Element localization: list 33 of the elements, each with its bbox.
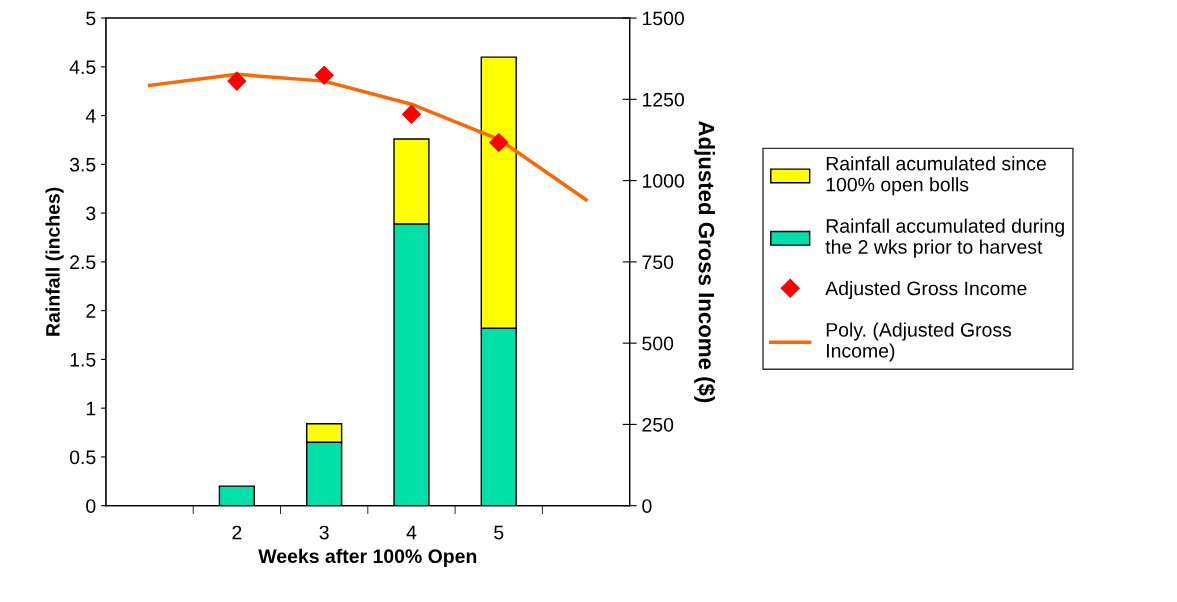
x-tick-label: 5 — [494, 525, 504, 540]
x-tick-label: 2 — [232, 525, 242, 540]
x-tick-label: 3 — [319, 525, 329, 540]
y-axis-title: Rainfall (inches) — [45, 187, 64, 336]
point — [314, 65, 334, 85]
y-tick-label: 4.5 — [69, 60, 96, 75]
point — [401, 104, 421, 124]
legend-label: Adjusted Gross Income — [825, 281, 1027, 300]
legend-label: Poly. (Adjusted Gross Income) — [826, 322, 1012, 362]
y2-tick-label: 1500 — [642, 11, 684, 26]
legend-label: Rainfall acumulated since 100% open bolls — [826, 156, 1046, 196]
y2-tick-label: 0 — [642, 499, 652, 513]
y-tick-label: 5 — [86, 11, 96, 26]
y-tick-label: 0.5 — [69, 450, 96, 465]
y-tick-label: 1 — [86, 401, 96, 416]
y2-tick-label: 1250 — [642, 92, 684, 107]
y2-tick-label: 250 — [642, 417, 674, 432]
point — [227, 71, 247, 91]
y-tick-label: 2.5 — [70, 255, 96, 270]
y-tick-label: 0 — [86, 499, 96, 513]
y2-axis-title: Adjusted Gross Income ($) — [694, 121, 716, 403]
legend-label: Rainfall accumulated during the 2 wks prior to harvest — [825, 218, 1064, 258]
y2-tick-label: 1000 — [642, 174, 684, 188]
y-tick-label: 2 — [86, 304, 96, 318]
point — [489, 133, 509, 153]
y2-tick-label: 500 — [642, 336, 674, 351]
y-tick-label: 3.5 — [69, 157, 96, 172]
x-axis-title: Weeks after 100% Open — [258, 548, 477, 567]
y-tick-label: 4 — [85, 109, 96, 123]
y-tick-label: 3 — [86, 206, 96, 221]
x-tick-label: 4 — [406, 525, 417, 540]
y-tick-label: 1.5 — [70, 353, 96, 367]
y2-tick-label: 750 — [642, 255, 674, 270]
